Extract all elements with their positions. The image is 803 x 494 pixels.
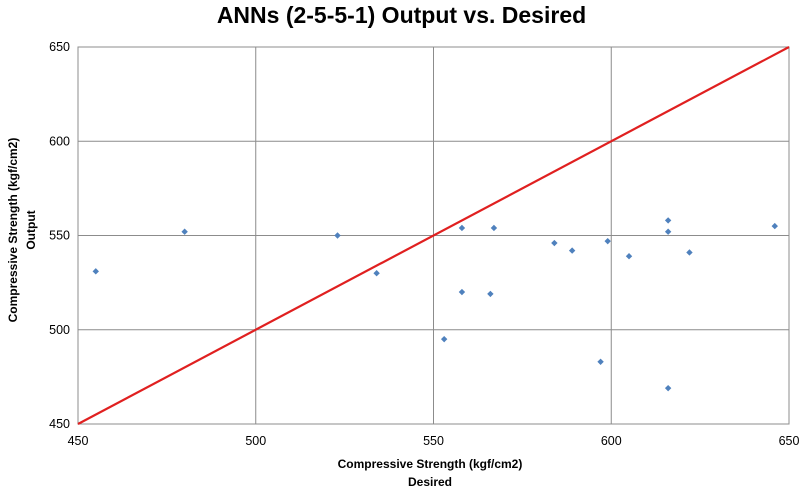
y-axis-ticks: 450 500 550 600 650 — [49, 40, 70, 431]
data-point — [373, 270, 380, 277]
data-point — [440, 335, 448, 343]
y-tick-label: 550 — [49, 229, 70, 243]
data-point — [597, 358, 604, 365]
y-axis-label-line-2: Output — [24, 210, 38, 250]
x-axis-label: Compressive Strength (kgf/cm2) Desired — [280, 455, 580, 491]
data-point — [551, 239, 558, 247]
x-tick-label: 550 — [423, 434, 444, 448]
x-tick-label: 450 — [68, 434, 89, 448]
x-tick-label: 600 — [601, 434, 622, 448]
data-point — [568, 247, 576, 254]
data-point — [686, 249, 693, 256]
data-point — [664, 217, 672, 224]
data-points — [92, 217, 778, 392]
y-tick-label: 450 — [49, 417, 70, 431]
data-point — [625, 253, 633, 260]
plot-border — [77, 46, 790, 425]
reference-line — [77, 46, 790, 425]
x-tick-label: 500 — [245, 434, 266, 448]
data-point — [334, 232, 341, 239]
y-axis-label-line-1: Compressive Strength (kgf/cm2) — [6, 137, 20, 323]
data-point — [771, 222, 778, 230]
data-point — [490, 224, 498, 232]
y-tick-label: 500 — [49, 323, 70, 337]
data-point — [181, 228, 188, 235]
y-axis-label: Compressive Strength (kgf/cm2) Output — [4, 90, 40, 370]
data-point — [487, 290, 494, 298]
x-tick-label: 650 — [779, 434, 800, 448]
data-point — [664, 384, 672, 392]
y-tick-label: 650 — [49, 40, 70, 54]
chart-title: ANNs (2-5-5-1) Output vs. Desired — [216, 2, 587, 28]
plot-frame — [77, 46, 790, 425]
data-point — [458, 288, 466, 296]
x-axis-ticks: 450 500 550 600 650 — [68, 434, 800, 448]
x-axis-label-line-1: Compressive Strength (kgf/cm2) — [337, 457, 523, 471]
data-point — [664, 228, 672, 235]
y-tick-label: 600 — [49, 134, 70, 148]
data-point — [458, 224, 466, 232]
data-point — [92, 268, 99, 275]
data-point — [604, 237, 611, 245]
x-axis-label-line-2: Desired — [407, 475, 453, 489]
reference-line-group — [77, 46, 790, 425]
